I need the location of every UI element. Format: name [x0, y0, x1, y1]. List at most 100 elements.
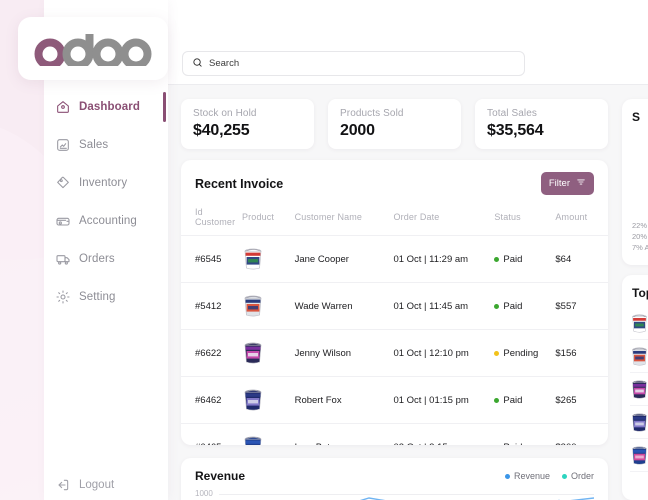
column-header: Customer Name: [294, 195, 394, 236]
status-badge: Paid: [494, 395, 522, 406]
cell-amount: $265: [555, 376, 608, 424]
cell-order-date: 01 Oct | 01:15 pm: [393, 376, 495, 424]
wallet-icon: [55, 213, 71, 229]
breakdown-legend-item: 20% E: [632, 232, 648, 241]
cell-status: Pending: [494, 329, 556, 377]
truck-icon: [55, 251, 71, 267]
cell-product: [242, 282, 295, 330]
cell-id: #6465: [181, 423, 242, 445]
stat-value: $40,255: [193, 122, 250, 139]
list-item[interactable]: [630, 307, 648, 340]
paint-bucket-purple: [244, 342, 262, 364]
cell-id: #6622: [181, 329, 242, 377]
status-dot-icon: [494, 350, 500, 356]
cell-status: Paid: [494, 282, 556, 330]
stat-label: Total Sales: [487, 108, 538, 119]
cell-amount: $156: [555, 329, 608, 377]
list-item[interactable]: [630, 373, 648, 406]
sidebar-item-dashboard[interactable]: Dashboard: [44, 88, 168, 126]
breakdown-legend-item: 22% E: [632, 221, 648, 230]
table-header-row: Id Customer Product Customer Name Order Dat…: [181, 195, 608, 236]
stat-value: 2000: [340, 122, 375, 139]
chart-icon: [55, 137, 71, 153]
status-label: Paid: [503, 442, 522, 446]
sidebar-item-setting[interactable]: Setting: [44, 278, 168, 316]
cell-order-date: 01 Oct | 11:45 am: [393, 282, 495, 330]
cell-customer-name: Jane Cooper: [294, 235, 394, 283]
invoice-table: Id Customer Product Customer Name Order Dat…: [181, 195, 608, 445]
search-input[interactable]: [209, 58, 515, 69]
revenue-gridline: [219, 494, 594, 495]
search-bar[interactable]: [182, 51, 525, 76]
paint-bucket-blue: [632, 446, 647, 464]
top-products-card: Top: [622, 275, 648, 500]
table-row[interactable]: #6545 Jane Cooper 01 Oct | 11:29 am Paid $64: [181, 235, 608, 283]
status-badge: Paid: [494, 442, 522, 446]
filter-button-label: Filter: [548, 178, 570, 189]
cell-amount: $64: [555, 235, 608, 283]
filter-icon: [576, 177, 586, 190]
list-item[interactable]: [630, 439, 648, 472]
sidebar-nav: Dashboard Sales Inventory Accounting Orders S…: [44, 88, 168, 316]
cell-product: [242, 329, 295, 377]
sidebar-active-indicator: [163, 92, 166, 122]
status-badge: Pending: [494, 348, 538, 359]
stat-label: Products Sold: [340, 108, 404, 119]
revenue-plot: 1000: [181, 489, 608, 500]
sidebar-item-label: Inventory: [79, 177, 128, 189]
odoo-logo: [34, 33, 152, 66]
revenue-legend: Revenue Order: [504, 471, 594, 481]
paint-bucket-red: [244, 295, 262, 317]
sidebar-item-label: Setting: [79, 291, 116, 303]
revenue-line-chart: [359, 497, 594, 500]
cell-amount: $557: [555, 282, 608, 330]
stat-value: $35,564: [487, 122, 544, 139]
cell-id: #6545: [181, 235, 242, 283]
sales-breakdown-title: S: [632, 110, 641, 124]
logo-card[interactable]: [18, 17, 168, 80]
home-icon: [55, 99, 71, 115]
sidebar-item-accounting[interactable]: Accounting: [44, 202, 168, 240]
revenue-title: Revenue: [195, 469, 246, 483]
table-row[interactable]: #5412 Wade Warren 01 Oct | 11:45 am Paid $55…: [181, 282, 608, 330]
table-row[interactable]: #6622 Jenny Wilson 01 Oct | 12:10 pm Pendin…: [181, 329, 608, 377]
cell-product: [242, 376, 295, 424]
sidebar-item-logout[interactable]: Logout: [44, 466, 168, 500]
list-item[interactable]: [630, 340, 648, 373]
table-row[interactable]: #6462 Robert Fox 01 Oct | 01:15 pm Paid $265: [181, 376, 608, 424]
cell-status: Paid: [494, 235, 556, 283]
cell-id: #6462: [181, 376, 242, 424]
paint-bucket-white: [244, 248, 262, 270]
right-column: S 22% E 20% E 7% Al Top: [618, 0, 648, 500]
sidebar-item-label: Orders: [79, 253, 115, 265]
logout-icon: [55, 477, 71, 493]
list-item[interactable]: [630, 406, 648, 439]
status-dot-icon: [494, 256, 500, 262]
recent-invoice-card: Recent Invoice Filter Id Customer Product…: [181, 160, 608, 445]
stat-card-stock-on-hold: Stock on Hold $40,255: [181, 99, 314, 149]
paint-bucket-blue: [244, 436, 262, 445]
sidebar-item-orders[interactable]: Orders: [44, 240, 168, 278]
filter-button[interactable]: Filter: [540, 172, 594, 195]
status-label: Paid: [503, 253, 523, 265]
sidebar-item-sales[interactable]: Sales: [44, 126, 168, 164]
table-row[interactable]: #6465 Lem Bot02 Oct | 2:15 pm Paid $300: [181, 423, 608, 446]
cell-order-date: 02 Oct | 2:15 pm: [393, 423, 495, 445]
legend-label: Order: [570, 471, 594, 481]
status-label: Paid: [503, 394, 523, 406]
status-dot-icon: [494, 444, 500, 445]
sidebar-item-inventory[interactable]: Inventory: [44, 164, 168, 202]
sales-breakdown-legend: 22% E 20% E 7% Al: [632, 220, 648, 253]
cell-customer-name: Robert Fox: [294, 376, 394, 424]
stat-card-total-sales: Total Sales $35,564: [475, 99, 608, 149]
stat-label: Stock on Hold: [193, 108, 257, 119]
stat-card-products-sold: Products Sold 2000: [328, 99, 461, 149]
header-divider: [168, 84, 648, 85]
sidebar: Dashboard Sales Inventory Accounting Orders S…: [44, 0, 168, 500]
sidebar-item-label: Dashboard: [79, 101, 140, 113]
sidebar-item-label: Logout: [79, 479, 115, 491]
revenue-header: Revenue Revenue Order: [181, 458, 608, 483]
cell-product: [242, 423, 295, 445]
legend-dot-icon: [504, 473, 510, 479]
cell-order-date: 01 Oct | 12:10 pm: [393, 329, 495, 377]
